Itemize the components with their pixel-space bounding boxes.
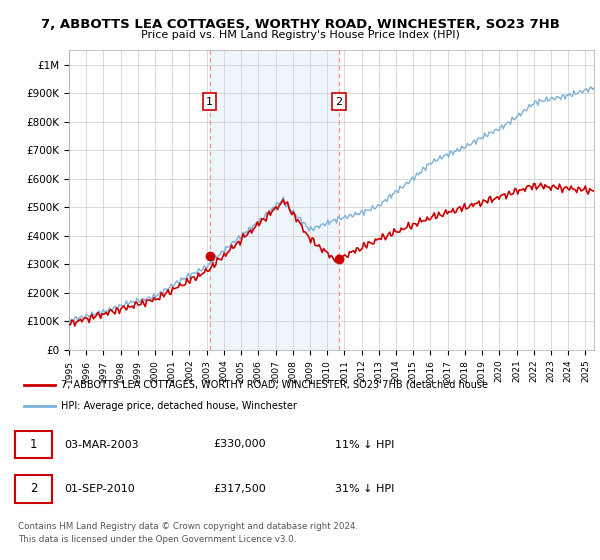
Text: 11% ↓ HPI: 11% ↓ HPI — [335, 440, 394, 450]
Text: 7, ABBOTTS LEA COTTAGES, WORTHY ROAD, WINCHESTER, SO23 7HB: 7, ABBOTTS LEA COTTAGES, WORTHY ROAD, WI… — [41, 17, 559, 31]
Text: 2: 2 — [335, 97, 342, 107]
Text: 1: 1 — [206, 97, 213, 107]
Text: 1: 1 — [30, 438, 37, 451]
FancyBboxPatch shape — [15, 475, 52, 503]
Text: 2: 2 — [30, 482, 37, 495]
Text: 01-SEP-2010: 01-SEP-2010 — [64, 484, 134, 494]
Text: HPI: Average price, detached house, Winchester: HPI: Average price, detached house, Winc… — [61, 401, 297, 411]
Text: Price paid vs. HM Land Registry's House Price Index (HPI): Price paid vs. HM Land Registry's House … — [140, 30, 460, 40]
Text: £317,500: £317,500 — [214, 484, 266, 494]
Text: £330,000: £330,000 — [214, 440, 266, 450]
Text: Contains HM Land Registry data © Crown copyright and database right 2024.: Contains HM Land Registry data © Crown c… — [18, 522, 358, 531]
Text: 31% ↓ HPI: 31% ↓ HPI — [335, 484, 394, 494]
FancyBboxPatch shape — [15, 431, 52, 459]
Text: 7, ABBOTTS LEA COTTAGES, WORTHY ROAD, WINCHESTER, SO23 7HB (detached house: 7, ABBOTTS LEA COTTAGES, WORTHY ROAD, WI… — [61, 380, 488, 390]
Text: This data is licensed under the Open Government Licence v3.0.: This data is licensed under the Open Gov… — [18, 535, 296, 544]
Text: 03-MAR-2003: 03-MAR-2003 — [64, 440, 139, 450]
